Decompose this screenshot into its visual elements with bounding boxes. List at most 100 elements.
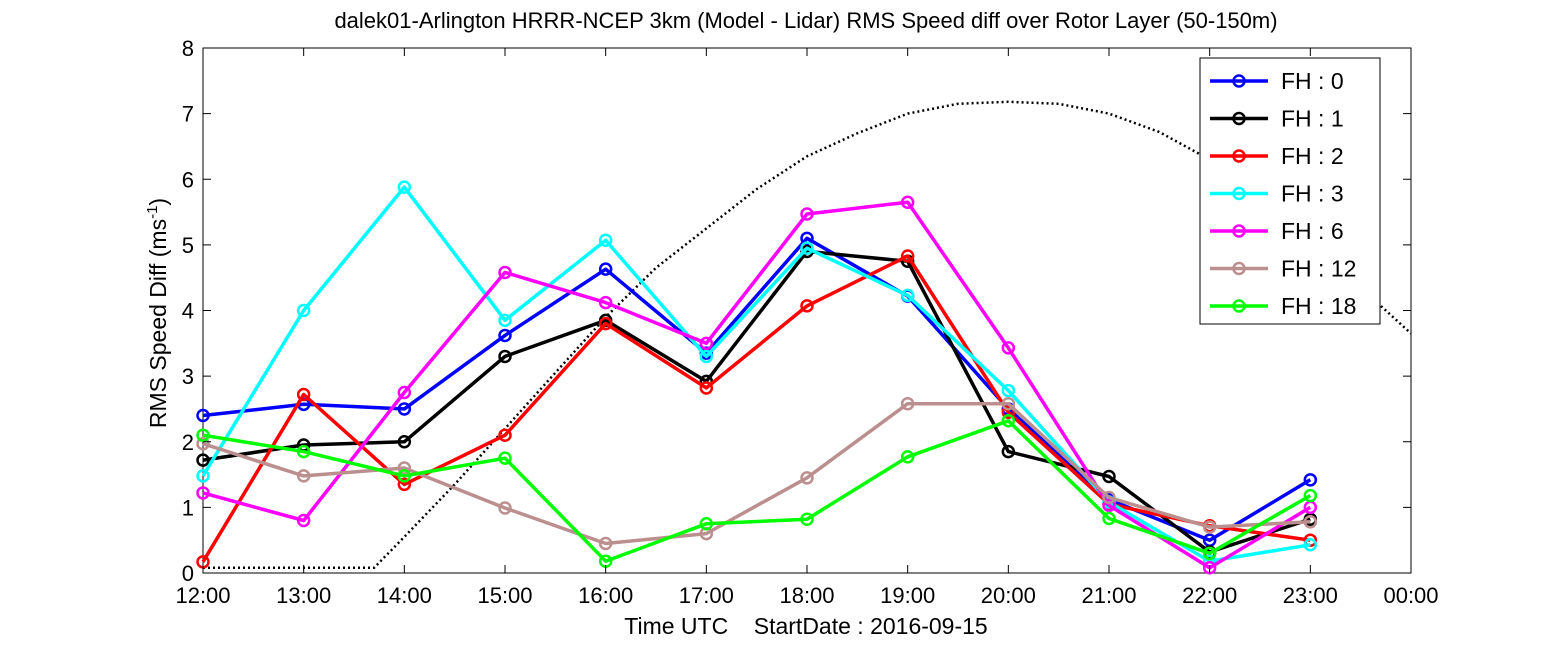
data-point (296, 469, 311, 483)
legend-swatch-marker (1232, 261, 1246, 276)
x-tick-label: 16:00 (578, 583, 633, 608)
legend-label: FH : 1 (1281, 106, 1344, 132)
y-tick-label: 5 (182, 233, 194, 258)
data-point (1102, 498, 1116, 513)
x-tick-label: 18:00 (779, 583, 834, 608)
x-tick-label: 20:00 (981, 583, 1036, 608)
data-point (397, 461, 412, 475)
data-point (498, 265, 512, 280)
legend-swatch-marker (1232, 149, 1246, 163)
legend-label: FH : 12 (1281, 256, 1356, 282)
data-point (498, 428, 512, 442)
series-line (202, 200, 1312, 570)
y-tick-label: 3 (182, 364, 194, 389)
data-point (598, 295, 613, 310)
data-point (296, 387, 311, 402)
legend-entry: FH : 0 (1210, 68, 1344, 94)
data-point (397, 469, 412, 483)
data-point (397, 435, 412, 449)
axes: 12:00 13:00 14:00 15:00 16:00 17:00 18:00 19:00… (175, 36, 1438, 608)
x-axis-label: Time UTC StartDate : 2016-09-15 (624, 613, 987, 639)
data-point (1202, 561, 1217, 575)
data-point (1303, 488, 1318, 503)
data-point (397, 180, 412, 194)
legend-label: FH : 6 (1281, 218, 1344, 244)
x-tick-label: 00:00 (1383, 583, 1438, 608)
y-tick-label: 7 (182, 102, 194, 127)
data-point (800, 241, 814, 255)
series-fh-12 (196, 396, 1318, 551)
data-point (397, 477, 412, 492)
data-point (1001, 383, 1016, 398)
x-tick-label: 12:00 (175, 583, 230, 608)
x-tick-label: 15:00 (477, 583, 532, 608)
data-point (296, 303, 311, 318)
x-tick-label: 13:00 (276, 583, 331, 608)
data-point (900, 288, 915, 303)
legend-entry: FH : 6 (1210, 218, 1344, 244)
data-point (498, 328, 512, 343)
series-line (201, 185, 1311, 563)
legend: FH : 0 FH : 1 FH : 2 FH : 3 FH : 6 FH : 12 FH … (1199, 57, 1381, 325)
data-point (498, 349, 512, 364)
legend-swatch-marker (1232, 186, 1246, 201)
data-point (800, 207, 814, 221)
data-point (498, 313, 512, 328)
data-point (1303, 515, 1318, 529)
series-fh-18 (196, 414, 1318, 568)
chart-title: dalek01-Arlington HRRR-NCEP 3km (Model -… (334, 8, 1277, 33)
data-point (1202, 546, 1217, 561)
data-point (1303, 538, 1318, 552)
x-tick-label: 23:00 (1283, 583, 1338, 608)
y-tick-label: 2 (182, 430, 194, 455)
data-point (1001, 396, 1016, 411)
legend-entry: FH : 18 (1210, 293, 1356, 319)
y-axis-label-close: ) (145, 198, 171, 206)
series-line (202, 401, 1311, 546)
legend-swatch-marker (1232, 224, 1246, 238)
series-layer (196, 180, 1318, 575)
data-point (598, 262, 613, 276)
legend-entry: FH : 2 (1210, 143, 1344, 169)
data-point (196, 469, 210, 483)
data-point (699, 349, 714, 364)
legend-label: FH : 18 (1281, 293, 1356, 319)
x-tick-label: 21:00 (1081, 583, 1136, 608)
x-tick-label: 14:00 (377, 583, 432, 608)
y-tick-label: 0 (182, 561, 194, 586)
data-point (498, 501, 512, 515)
data-point (1102, 511, 1116, 526)
legend-label: FH : 3 (1281, 181, 1344, 207)
y-axis-label-exponent: -1 (144, 206, 161, 219)
data-point (800, 471, 814, 485)
legend-swatch-marker (1232, 74, 1246, 88)
x-tick-label: 22:00 (1182, 583, 1237, 608)
data-point (699, 381, 714, 395)
data-point (1202, 520, 1217, 534)
data-point (699, 336, 714, 351)
data-point (800, 299, 814, 313)
data-point (1001, 405, 1016, 419)
data-point (699, 517, 714, 531)
y-tick-label: 6 (182, 167, 194, 192)
data-point (1102, 490, 1116, 505)
y-axis-label: RMS Speed Diff (ms-1) (144, 198, 171, 428)
legend-swatch-marker (1232, 299, 1246, 313)
data-point (296, 444, 311, 459)
data-point (1001, 444, 1016, 459)
data-point (498, 451, 512, 465)
legend-box (1199, 57, 1381, 325)
y-tick-label: 8 (182, 36, 194, 61)
data-point (900, 249, 915, 263)
data-point (397, 385, 412, 400)
data-point (296, 513, 311, 528)
legend-swatch-marker (1232, 111, 1246, 126)
data-point (397, 402, 412, 416)
data-point (1102, 469, 1116, 484)
legend-entry: FH : 12 (1210, 256, 1356, 282)
data-point (900, 195, 915, 209)
legend-label: FH : 0 (1281, 68, 1344, 94)
series-line (202, 249, 1311, 554)
data-point (1001, 341, 1016, 355)
